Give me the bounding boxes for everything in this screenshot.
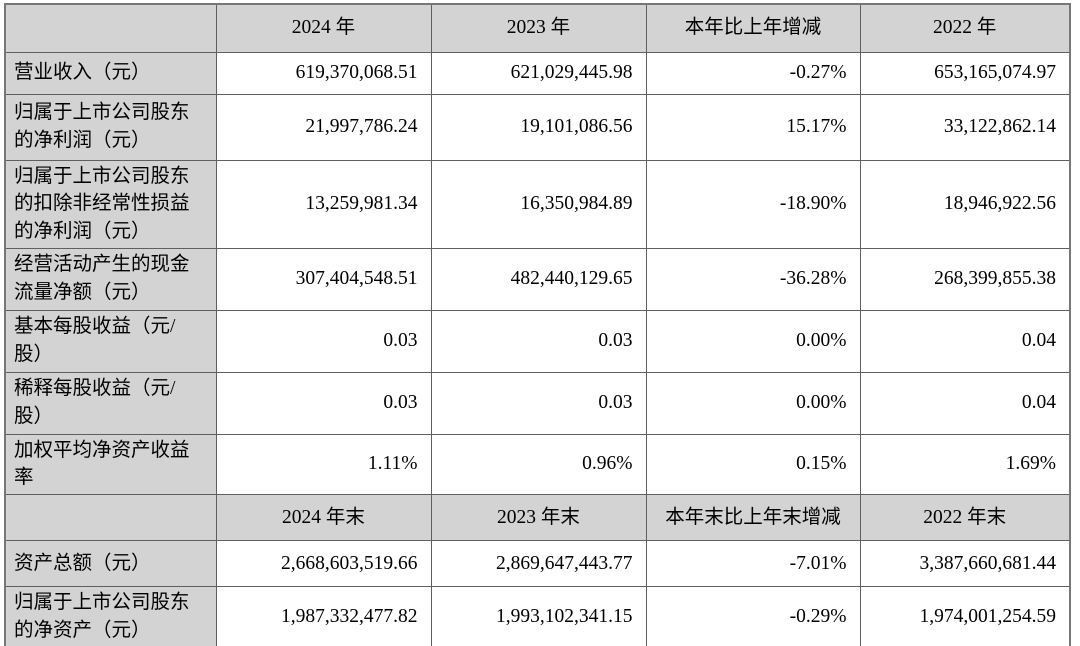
value-2023: 0.96% xyxy=(430,433,647,495)
table-row-basic-eps: 基本每股收益（元/股） 0.03 0.03 0.00% 0.04 xyxy=(4,309,1071,373)
value-2022: 0.04 xyxy=(859,309,1071,373)
metric-label: 经营活动产生的现金流量净额（元） xyxy=(4,247,217,311)
annual-header-empty-cell xyxy=(4,3,217,53)
value-2023: 19,101,086.56 xyxy=(430,93,647,161)
table-row-total-assets: 资产总额（元） 2,668,603,519.66 2,869,647,443.7… xyxy=(4,539,1071,587)
value-change: -18.90% xyxy=(645,159,861,249)
table-row-deducted-net-profit: 归属于上市公司股东的扣除非经常性损益的净利润（元） 13,259,981.34 … xyxy=(4,159,1071,249)
value-2024: 1.11% xyxy=(215,433,432,495)
table-row-revenue: 营业收入（元） 619,370,068.51 621,029,445.98 -0… xyxy=(4,51,1071,95)
value-change: 0.00% xyxy=(645,371,861,435)
value-2023: 2,869,647,443.77 xyxy=(430,539,647,587)
value-change: -0.27% xyxy=(645,51,861,95)
value-2022: 1.69% xyxy=(859,433,1071,495)
annual-header-2024: 2024 年 xyxy=(215,3,432,53)
value-2022: 18,946,922.56 xyxy=(859,159,1071,249)
value-2024: 0.03 xyxy=(215,309,432,373)
year-end-header-2024: 2024 年末 xyxy=(215,493,432,541)
value-2023: 16,350,984.89 xyxy=(430,159,647,249)
value-2022: 1,974,001,254.59 xyxy=(859,585,1071,646)
value-2024: 21,997,786.24 xyxy=(215,93,432,161)
year-end-header-row: 2024 年末 2023 年末 本年末比上年末增减 2022 年末 xyxy=(4,493,1071,541)
annual-header-2022: 2022 年 xyxy=(859,3,1071,53)
value-2023: 1,993,102,341.15 xyxy=(430,585,647,646)
value-2023: 482,440,129.65 xyxy=(430,247,647,311)
value-2024: 2,668,603,519.66 xyxy=(215,539,432,587)
value-change: -0.29% xyxy=(645,585,861,646)
value-2024: 1,987,332,477.82 xyxy=(215,585,432,646)
metric-label: 加权平均净资产收益率 xyxy=(4,433,217,495)
table-row-diluted-eps: 稀释每股收益（元/股） 0.03 0.03 0.00% 0.04 xyxy=(4,371,1071,435)
value-2023: 0.03 xyxy=(430,309,647,373)
year-end-header-change: 本年末比上年末增减 xyxy=(645,493,861,541)
value-2022: 33,122,862.14 xyxy=(859,93,1071,161)
value-2022: 0.04 xyxy=(859,371,1071,435)
value-change: 0.15% xyxy=(645,433,861,495)
value-2024: 0.03 xyxy=(215,371,432,435)
table-row-operating-cash-flow: 经营活动产生的现金流量净额（元） 307,404,548.51 482,440,… xyxy=(4,247,1071,311)
annual-header-2023: 2023 年 xyxy=(430,3,647,53)
value-2022: 653,165,074.97 xyxy=(859,51,1071,95)
year-end-header-empty-cell xyxy=(4,493,217,541)
value-2023: 0.03 xyxy=(430,371,647,435)
year-end-header-2023: 2023 年末 xyxy=(430,493,647,541)
metric-label: 归属于上市公司股东的扣除非经常性损益的净利润（元） xyxy=(4,159,217,249)
table-row-net-profit: 归属于上市公司股东的净利润（元） 21,997,786.24 19,101,08… xyxy=(4,93,1071,161)
table-row-weighted-avg-roe: 加权平均净资产收益率 1.11% 0.96% 0.15% 1.69% xyxy=(4,433,1071,495)
annual-header-change: 本年比上年增减 xyxy=(645,3,861,53)
value-change: -36.28% xyxy=(645,247,861,311)
value-2023: 621,029,445.98 xyxy=(430,51,647,95)
metric-label: 基本每股收益（元/股） xyxy=(4,309,217,373)
annual-header-row: 2024 年 2023 年 本年比上年增减 2022 年 xyxy=(4,3,1071,53)
value-change: 0.00% xyxy=(645,309,861,373)
value-change: 15.17% xyxy=(645,93,861,161)
value-2022: 268,399,855.38 xyxy=(859,247,1071,311)
metric-label: 资产总额（元） xyxy=(4,539,217,587)
table-row-net-assets: 归属于上市公司股东的净资产（元） 1,987,332,477.82 1,993,… xyxy=(4,585,1071,646)
metric-label: 营业收入（元） xyxy=(4,51,217,95)
value-change: -7.01% xyxy=(645,539,861,587)
value-2022: 3,387,660,681.44 xyxy=(859,539,1071,587)
year-end-header-2022: 2022 年末 xyxy=(859,493,1071,541)
metric-label: 归属于上市公司股东的净资产（元） xyxy=(4,585,217,646)
metric-label: 归属于上市公司股东的净利润（元） xyxy=(4,93,217,161)
metric-label: 稀释每股收益（元/股） xyxy=(4,371,217,435)
value-2024: 307,404,548.51 xyxy=(215,247,432,311)
value-2024: 13,259,981.34 xyxy=(215,159,432,249)
financial-summary-table: 2024 年 2023 年 本年比上年增减 2022 年 营业收入（元） 619… xyxy=(4,3,1071,646)
value-2024: 619,370,068.51 xyxy=(215,51,432,95)
